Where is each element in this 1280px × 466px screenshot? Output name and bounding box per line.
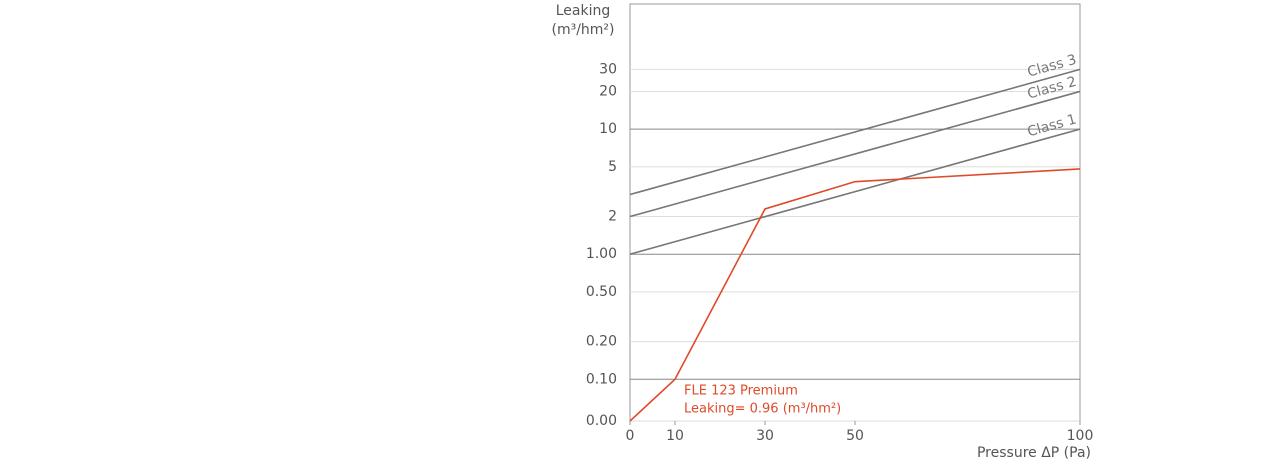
y-tick-label: 0.00 xyxy=(586,413,617,429)
series-label: Class 1 xyxy=(1026,111,1079,140)
x-tick-label: 10 xyxy=(666,428,684,444)
series-line xyxy=(629,90,1081,218)
series-line xyxy=(629,128,1081,255)
y-tick-label: 20 xyxy=(599,83,617,99)
annotation: Leaking= 0.96 (m³/hm²) xyxy=(684,402,841,417)
x-axis-title: Pressure ΔP (Pa) xyxy=(977,445,1091,461)
y-axis-title: (m³/hm²) xyxy=(551,22,614,38)
y-tick-label: 0.20 xyxy=(586,334,617,350)
x-tick-label: 100 xyxy=(1067,428,1094,444)
y-tick-label: 1.00 xyxy=(586,246,617,262)
plot-frame xyxy=(629,3,1081,422)
y-tick-label: 0.10 xyxy=(586,371,617,387)
x-tick-label: 50 xyxy=(846,428,864,444)
x-tick-label: 30 xyxy=(756,428,774,444)
series-label: FLE 123 Premium xyxy=(684,384,798,399)
y-tick-label: 2 xyxy=(608,209,617,225)
y-tick-label: 10 xyxy=(599,121,617,137)
series-line xyxy=(629,68,1081,196)
y-tick-label: 5 xyxy=(608,159,617,175)
y-tick-label: 30 xyxy=(599,61,617,77)
x-tick-label: 0 xyxy=(626,428,635,444)
series-line xyxy=(629,168,1081,422)
y-axis-title: Leaking xyxy=(556,3,611,19)
y-tick-label: 0.50 xyxy=(586,284,617,300)
